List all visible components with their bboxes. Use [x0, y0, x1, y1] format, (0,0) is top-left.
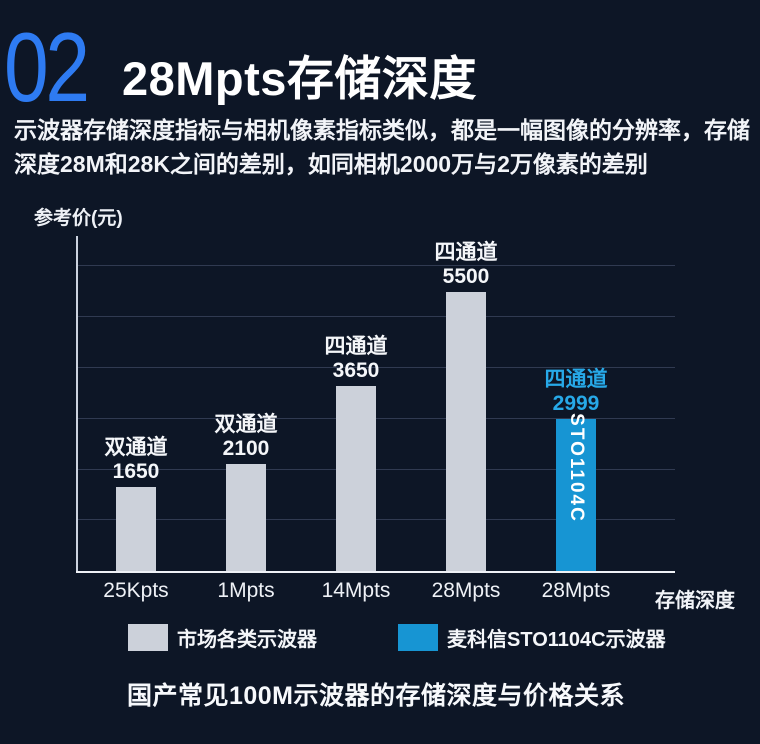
legend-label-micsig: 麦科信STO1104C示波器: [447, 629, 666, 651]
bar-value-label: 3650: [332, 358, 380, 382]
x-tick-label-1: 25Kpts: [103, 579, 169, 602]
bar-group-2: 双通道 2100 1Mpts: [191, 236, 301, 602]
x-axis-title: 存储深度: [655, 590, 735, 612]
bar-group-5: 四通道 2999 STO1104C 28Mpts: [521, 236, 631, 602]
chart-legend: 市场各类示波器 麦科信STO1104C示波器: [0, 624, 760, 651]
gridline-6000: [78, 265, 675, 267]
gridline-5000: [78, 316, 675, 318]
bar-group-3: 四通道 3650 14Mpts: [301, 236, 411, 602]
bar-annotation: 四通道 5500: [411, 241, 521, 289]
legend-item-market: 市场各类示波器: [128, 624, 317, 651]
y-axis-title: 参考价(元): [34, 208, 123, 229]
bar-channel-label: 四通道: [544, 367, 608, 391]
section-number: 02: [4, 12, 90, 122]
bar-group-4: 四通道 5500 28Mpts: [411, 236, 521, 602]
x-axis-line: [76, 571, 675, 573]
gridline-1000: [78, 519, 675, 521]
gridline-2000: [78, 468, 675, 470]
bar-28Mpts-market: [446, 291, 486, 571]
bar-14Mpts-market: [336, 385, 376, 571]
bar-channel-label: 双通道: [104, 436, 168, 460]
legend-item-micsig: 麦科信STO1104C示波器: [398, 624, 666, 651]
bar-25Kpts-market: [116, 487, 156, 571]
description-text: 示波器存储深度指标与相机像素指标类似，都是一幅图像的分辨率，存储 深度28M和2…: [14, 113, 754, 181]
description-line-2: 深度28M和28K之间的差别，如同相机2000万与2万像素的差别: [14, 151, 648, 177]
y-axis-line: [76, 236, 78, 571]
bar-annotation: 双通道 2100: [191, 413, 301, 461]
bar-channel-label: 四通道: [324, 334, 388, 358]
x-tick-label-2: 1Mpts: [217, 579, 275, 602]
bar-1Mpts-market: [226, 464, 266, 571]
legend-swatch-micsig: [398, 624, 438, 651]
bar-annotation: 四通道 3650: [301, 335, 411, 383]
x-tick-label-4: 28Mpts: [431, 579, 501, 602]
legend-label-market: 市场各类示波器: [177, 629, 317, 651]
x-tick-label-3: 14Mpts: [321, 579, 391, 602]
page-title: 28Mpts存储深度: [122, 52, 477, 105]
gridline-4000: [78, 366, 675, 368]
bar-value-label: 2100: [222, 437, 270, 461]
description-line-1: 示波器存储深度指标与相机像素指标类似，都是一幅图像的分辨率，存储: [14, 117, 750, 143]
bar-value-label: 2999: [552, 391, 600, 415]
gridline-3000: [78, 417, 675, 419]
bar-value-label: 5500: [442, 264, 490, 288]
plot-area: 双通道 1650 25Kpts 双通道 2100 1Mpts 四通道 3650 14Mpts 四通…: [76, 236, 675, 602]
bar-28Mpts-micsig: STO1104C: [556, 413, 596, 571]
bar-value-label: 1650: [112, 460, 160, 484]
bar-channel-label: 双通道: [214, 413, 278, 437]
bar-annotation: 四通道 2999: [521, 368, 631, 416]
bar-group-1: 双通道 1650 25Kpts: [81, 236, 191, 602]
chart-caption: 国产常见100M示波器的存储深度与价格关系: [126, 682, 626, 710]
bar-annotation: 双通道 1650: [81, 436, 191, 484]
legend-swatch-market: [128, 624, 168, 651]
x-tick-label-5: 28Mpts: [541, 579, 611, 602]
bar-channel-label: 四通道: [434, 240, 498, 264]
bar-model-text: STO1104C: [566, 413, 587, 523]
